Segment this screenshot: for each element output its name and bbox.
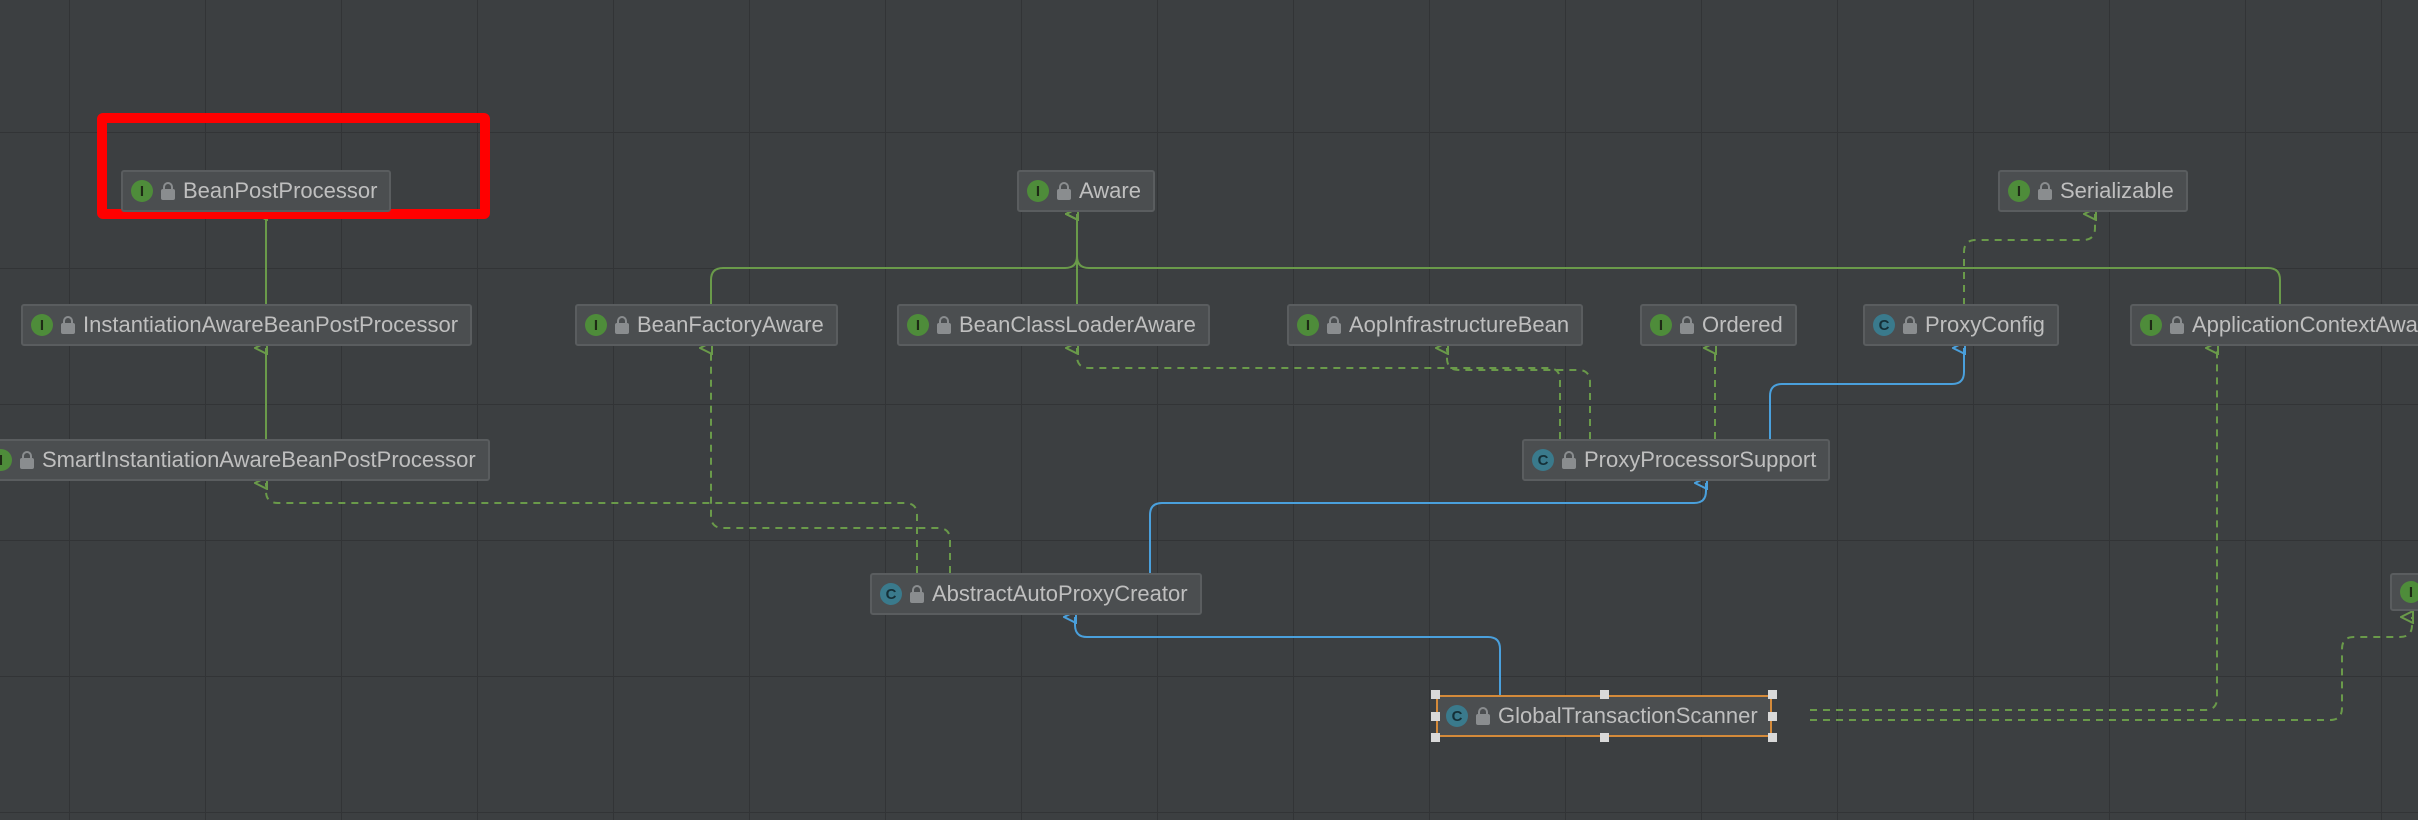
- lock-icon: [61, 316, 75, 334]
- node-instantiation-aware-bpp[interactable]: I InstantiationAwareBeanPostProcessor: [21, 304, 472, 346]
- node-bean-class-loader-aware[interactable]: I BeanClassLoaderAware: [897, 304, 1210, 346]
- lock-icon: [1903, 316, 1917, 334]
- lock-icon: [1476, 707, 1490, 725]
- interface-icon: I: [2400, 581, 2418, 603]
- selection-handle[interactable]: [1431, 733, 1440, 742]
- node-application-context-aware[interactable]: I ApplicationContextAware: [2130, 304, 2418, 346]
- lock-icon: [1680, 316, 1694, 334]
- node-proxy-processor-support[interactable]: C ProxyProcessorSupport: [1522, 439, 1830, 481]
- class-icon: C: [880, 583, 902, 605]
- interface-icon: I: [1297, 314, 1319, 336]
- selection-handle[interactable]: [1768, 733, 1777, 742]
- interface-icon: I: [1027, 180, 1049, 202]
- selection-handle[interactable]: [1600, 690, 1609, 699]
- node-label: Aware: [1079, 178, 1141, 204]
- node-label: GlobalTransactionScanner: [1498, 703, 1758, 729]
- class-icon: C: [1446, 705, 1468, 727]
- node-global-transaction-scanner[interactable]: C GlobalTransactionScanner: [1436, 695, 1772, 737]
- node-smart-instantiation-aware-bpp[interactable]: I SmartInstantiationAwareBeanPostProcess…: [0, 439, 490, 481]
- lock-icon: [1057, 182, 1071, 200]
- node-label: SmartInstantiationAwareBeanPostProcessor: [42, 447, 476, 473]
- node-label: Ordered: [1702, 312, 1783, 338]
- interface-icon: I: [907, 314, 929, 336]
- node-proxy-config[interactable]: C ProxyConfig: [1863, 304, 2059, 346]
- node-label: ApplicationContextAware: [2192, 312, 2418, 338]
- lock-icon: [1562, 451, 1576, 469]
- interface-icon: I: [585, 314, 607, 336]
- node-label: ProxyProcessorSupport: [1584, 447, 1816, 473]
- class-icon: C: [1873, 314, 1895, 336]
- lock-icon: [615, 316, 629, 334]
- selection-handle[interactable]: [1431, 712, 1440, 721]
- node-label: AopInfrastructureBean: [1349, 312, 1569, 338]
- selection-handle[interactable]: [1768, 690, 1777, 699]
- interface-icon: I: [131, 180, 153, 202]
- node-label: InstantiationAwareBeanPostProcessor: [83, 312, 458, 338]
- interface-icon: I: [2008, 180, 2030, 202]
- interface-icon: I: [31, 314, 53, 336]
- node-label: AbstractAutoProxyCreator: [932, 581, 1188, 607]
- lock-icon: [2038, 182, 2052, 200]
- selection-handle[interactable]: [1600, 733, 1609, 742]
- interface-icon: I: [2140, 314, 2162, 336]
- node-ordered[interactable]: I Ordered: [1640, 304, 1797, 346]
- node-aop-infrastructure-bean[interactable]: I AopInfrastructureBean: [1287, 304, 1583, 346]
- selection-handle[interactable]: [1768, 712, 1777, 721]
- node-bean-factory-aware[interactable]: I BeanFactoryAware: [575, 304, 838, 346]
- node-label: BeanFactoryAware: [637, 312, 824, 338]
- node-bean-post-processor[interactable]: I BeanPostProcessor: [121, 170, 391, 212]
- selection-handle[interactable]: [1431, 690, 1440, 699]
- node-aware[interactable]: I Aware: [1017, 170, 1155, 212]
- node-label: ProxyConfig: [1925, 312, 2045, 338]
- node-unknown-right[interactable]: I: [2390, 573, 2418, 611]
- node-abstract-auto-proxy-creator[interactable]: C AbstractAutoProxyCreator: [870, 573, 1202, 615]
- lock-icon: [1327, 316, 1341, 334]
- node-serializable[interactable]: I Serializable: [1998, 170, 2188, 212]
- interface-icon: I: [0, 449, 12, 471]
- lock-icon: [2170, 316, 2184, 334]
- lock-icon: [937, 316, 951, 334]
- interface-icon: I: [1650, 314, 1672, 336]
- class-icon: C: [1532, 449, 1554, 471]
- lock-icon: [910, 585, 924, 603]
- node-label: BeanClassLoaderAware: [959, 312, 1196, 338]
- node-label: BeanPostProcessor: [183, 178, 377, 204]
- lock-icon: [20, 451, 34, 469]
- node-label: Serializable: [2060, 178, 2174, 204]
- lock-icon: [161, 182, 175, 200]
